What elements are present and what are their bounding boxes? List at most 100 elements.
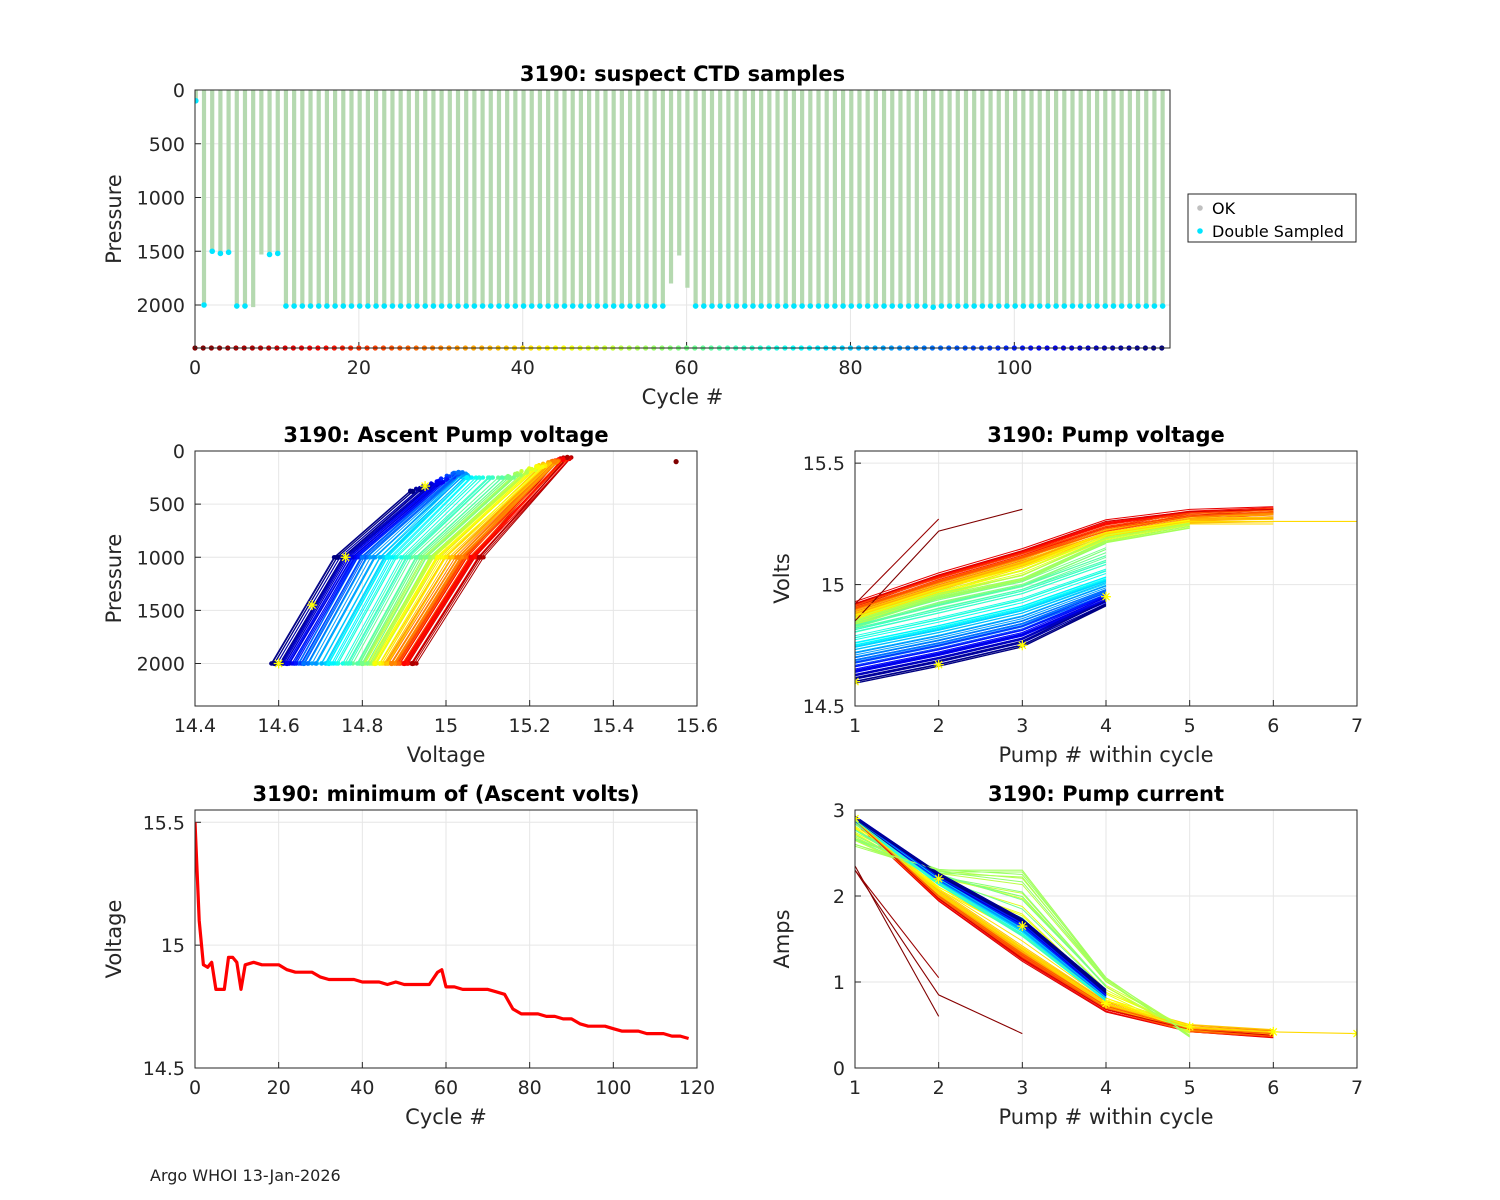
double-sampled-point [881,303,887,309]
double-sampled-point [995,303,1002,309]
double-sampled-point [504,303,510,309]
double-sampled-point [799,303,805,309]
cycle-line [855,594,1107,667]
x-tick-label: 6 [1267,1077,1279,1099]
cycle-point [518,472,523,477]
double-sampled-point [930,304,937,310]
x-tick-label: 2 [933,715,945,737]
double-sampled-point [479,303,486,309]
y-axis-label: Pressure [102,534,126,624]
cycle-line [855,837,1107,982]
yellow-star-marker [1352,1028,1357,1039]
series-line-cycle-105 [855,598,1107,673]
y-tick-label: 15 [161,935,185,957]
double-sampled-point [561,303,568,309]
y-tick-label: 1000 [137,547,185,569]
y-tick-label: 1500 [137,241,185,263]
cycle-line [855,517,1274,614]
double-sampled-point [963,303,969,309]
double-sampled-point [1127,303,1133,309]
double-sampled-point [569,303,576,309]
x-tick-label: 3 [1016,1077,1028,1099]
double-sampled-point [307,303,314,309]
double-sampled-point [782,303,789,309]
cycle-line [855,568,1107,637]
y-axis-label: Voltage [102,900,126,979]
series-line-cycle-65 [855,819,1107,1000]
y-tick-label: 2 [833,886,845,908]
double-sampled-point [840,303,846,309]
y-tick-label: 500 [149,134,185,156]
cycle-point [305,661,310,666]
cycle-line [855,587,1107,656]
double-sampled-point [332,303,338,309]
double-sampled-point [553,303,560,309]
y-axis-label: Amps [770,909,794,968]
cycle-line [855,816,1107,990]
y-tick-label: 3 [833,800,845,822]
cycle-line [855,820,1107,998]
x-tick-label: 20 [267,1077,291,1099]
axes-frame [194,89,1171,349]
cycle-point [293,661,299,666]
series-line-cycle-25 [855,819,1274,1035]
double-sampled-point [430,303,437,309]
axes-frame [194,809,698,1069]
cycle-point [368,555,373,560]
double-sampled-point [537,303,543,309]
legend: OK Double Sampled [1187,193,1357,243]
cycle-line [855,522,1190,621]
x-tick-label: 5 [1184,715,1196,737]
double-sampled-point [717,303,723,309]
double-sampled-point [643,303,650,309]
yellow-star-marker [1101,998,1111,1009]
y-tick-label: 2000 [137,654,185,676]
cycle-point [487,475,492,480]
cycle-line [855,561,1107,631]
cycle-line [855,563,1107,633]
yellow-star-marker [933,873,944,884]
double-sampled-point [422,303,429,309]
cycle-point [319,661,324,666]
cycle-point [413,486,419,491]
double-sampled-point [1004,303,1010,309]
cycle-point [399,555,404,560]
cycle-point [446,555,452,560]
y-tick-label: 2000 [137,295,185,317]
series-line-cycle-1 [855,869,1023,1035]
series-line-cycle-0 [855,508,1023,622]
cycle-line [855,576,1107,643]
double-sampled-point [725,303,732,309]
cycle-line [855,604,1107,684]
cycle-point [463,555,468,560]
chart-title: 3190: Pump voltage [987,423,1225,447]
cycle-line [855,589,1107,658]
cycle-line [855,570,1107,639]
cycle-point [548,462,553,467]
double-sampled-point [1069,303,1076,309]
double-sampled-point [1036,303,1043,309]
double-sampled-point [914,303,920,309]
yellow-star-marker [1101,591,1111,602]
double-sampled-point [528,303,535,309]
double-sampled-point [807,303,814,309]
x-tick-label: 14.4 [174,715,216,737]
double-sampled-point [1086,303,1092,309]
cycle-line [855,578,1107,646]
double-sampled-point [651,303,658,309]
double-sampled-point [340,303,347,309]
series-line-cycle-25 [855,511,1274,610]
double-sampled-point [766,303,773,309]
legend-label: OK [1212,199,1236,218]
series-line-cycle-75 [855,579,1107,646]
axes-frame [194,450,698,707]
y-axis-label: Volts [770,553,794,604]
y-tick-label: 500 [149,494,185,516]
legend-marker [1197,228,1203,234]
cycle-line [855,520,1190,619]
yellow-star-marker [1184,1021,1195,1032]
double-sampled-point [709,303,715,309]
series-line-cycle-65 [855,559,1107,629]
